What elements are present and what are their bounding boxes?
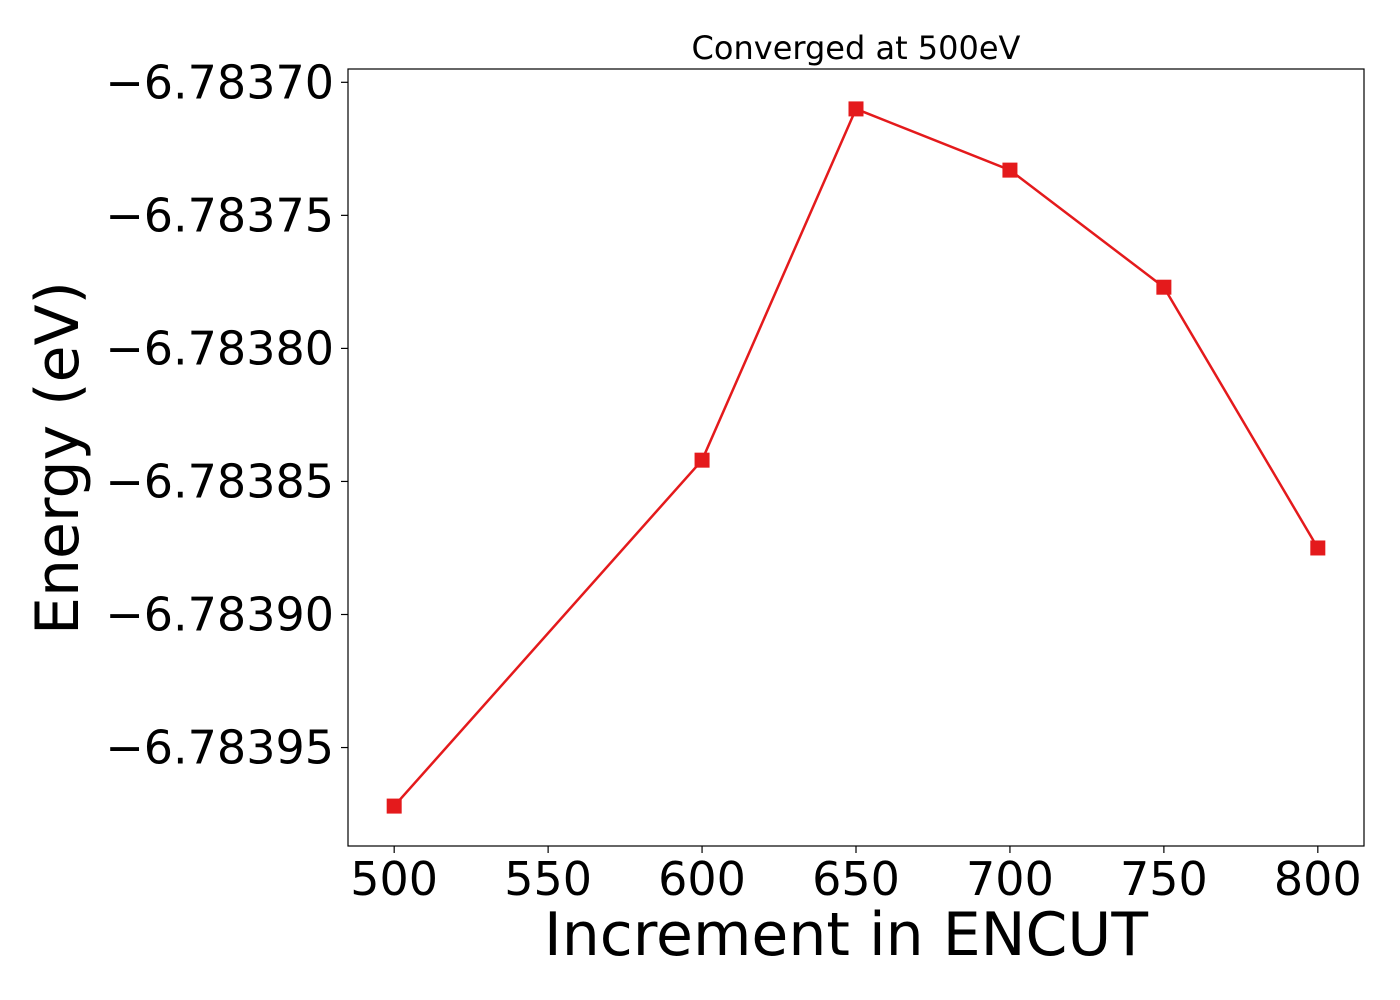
series-line (393, 107, 1319, 807)
y-axis-label: Energy (eV) (23, 281, 93, 635)
data-point-marker (1310, 540, 1326, 556)
y-tick-label: −6.78375 (105, 188, 334, 242)
data-point-marker (386, 798, 402, 814)
plot-frame (347, 68, 1365, 847)
chart-title: Converged at 500eV (692, 29, 1021, 67)
data-point-marker (694, 452, 710, 468)
y-tick-label: −6.78395 (105, 721, 334, 775)
y-tick-label: −6.78385 (105, 454, 334, 508)
y-tick-label: −6.78380 (105, 321, 334, 375)
x-tick-label: 750 (1120, 852, 1208, 906)
data-point-marker (848, 101, 864, 117)
y-tick-label: −6.78370 (105, 55, 334, 109)
data-point-marker (1002, 162, 1018, 178)
x-tick-label: 800 (1274, 852, 1362, 906)
y-axis-ticks: −6.78370 −6.78375 −6.78380 −6.78385 −6.78390… (105, 55, 348, 775)
x-tick-label: 500 (350, 852, 438, 906)
x-tick-label: 700 (966, 852, 1054, 906)
y-tick-label: −6.78390 (105, 587, 334, 641)
data-point-marker (1156, 279, 1172, 295)
x-tick-label: 650 (812, 852, 900, 906)
x-axis-label: Increment in ENCUT (544, 900, 1148, 970)
series-layer (386, 101, 1326, 814)
x-axis-ticks: 500 550 600 650 700 750 800 (350, 846, 1362, 906)
x-tick-label: 600 (658, 852, 746, 906)
x-tick-label: 550 (504, 852, 592, 906)
